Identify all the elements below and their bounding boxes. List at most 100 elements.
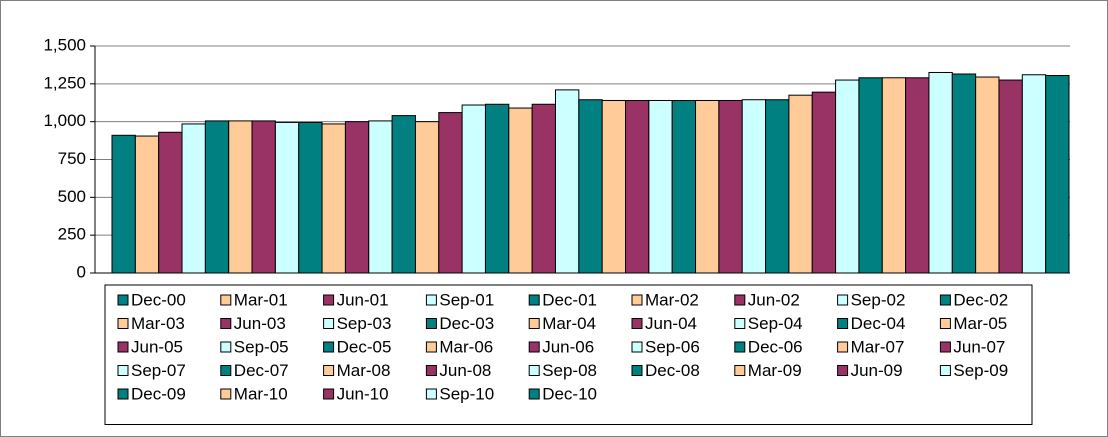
legend-swatch bbox=[837, 294, 849, 306]
legend-label: Jun-10 bbox=[337, 384, 389, 403]
legend-swatch bbox=[220, 388, 232, 400]
y-tick-label: 750 bbox=[58, 149, 86, 168]
legend-label: Mar-10 bbox=[234, 384, 288, 403]
legend-swatch bbox=[939, 365, 951, 376]
bar bbox=[951, 73, 977, 274]
legend-swatch bbox=[220, 294, 232, 306]
y-tick-label: 1,000 bbox=[43, 111, 86, 130]
legend-label: Jun-07 bbox=[953, 337, 1005, 356]
bar bbox=[788, 94, 813, 274]
bar bbox=[391, 115, 416, 274]
legend-swatch bbox=[220, 365, 232, 376]
bar bbox=[251, 120, 276, 274]
legend-label: Sep-02 bbox=[851, 290, 906, 309]
legend-label: Mar-09 bbox=[748, 361, 802, 380]
bar bbox=[344, 121, 370, 274]
legend-label: Jun-01 bbox=[337, 290, 389, 309]
legend-label: Dec-01 bbox=[542, 290, 597, 309]
legend-swatch bbox=[734, 294, 746, 306]
bar bbox=[835, 79, 860, 274]
legend-swatch bbox=[528, 318, 540, 329]
legend-swatch bbox=[117, 318, 129, 329]
legend-swatch bbox=[323, 294, 335, 306]
legend-swatch bbox=[734, 341, 746, 353]
legend-swatch bbox=[939, 294, 951, 306]
legend-label: Dec-03 bbox=[439, 314, 494, 333]
legend-label: Mar-07 bbox=[851, 337, 905, 356]
legend-label: Jun-04 bbox=[645, 314, 697, 333]
legend-swatch bbox=[631, 294, 643, 306]
legend-swatch bbox=[117, 294, 129, 306]
legend-swatch bbox=[425, 318, 437, 329]
bar bbox=[625, 99, 650, 274]
bar bbox=[111, 134, 136, 274]
legend-label: Jun-08 bbox=[439, 361, 491, 380]
bar bbox=[928, 71, 953, 274]
bar bbox=[484, 103, 510, 274]
legend-swatch bbox=[837, 341, 849, 353]
legend-label: Mar-05 bbox=[953, 314, 1007, 333]
bar bbox=[648, 99, 673, 274]
bar bbox=[274, 121, 300, 274]
legend-label: Dec-09 bbox=[131, 384, 186, 403]
bar bbox=[508, 107, 533, 274]
bar bbox=[578, 99, 603, 274]
legend-label: Dec-10 bbox=[542, 384, 597, 403]
legend-label: Jun-03 bbox=[234, 314, 286, 333]
bar bbox=[158, 131, 183, 274]
legend-swatch bbox=[220, 341, 232, 353]
legend-label: Dec-04 bbox=[851, 314, 906, 333]
bar bbox=[181, 123, 206, 274]
legend-label: Dec-00 bbox=[131, 290, 186, 309]
legend-label: Sep-05 bbox=[234, 337, 289, 356]
legend-label: Sep-07 bbox=[131, 361, 186, 380]
bar bbox=[881, 77, 907, 274]
legend-swatch bbox=[323, 341, 335, 353]
legend-swatch bbox=[323, 388, 335, 400]
legend-label: Dec-05 bbox=[337, 337, 392, 356]
legend-label: Dec-07 bbox=[234, 361, 289, 380]
legend-swatch bbox=[631, 365, 643, 376]
legend-label: Sep-10 bbox=[439, 384, 494, 403]
legend-box bbox=[104, 284, 1033, 425]
bar bbox=[741, 99, 767, 274]
bar bbox=[461, 104, 486, 274]
bar bbox=[228, 120, 253, 274]
y-tick-label: 1,500 bbox=[43, 35, 86, 54]
bar bbox=[414, 121, 440, 274]
y-tick-label: 0 bbox=[77, 262, 86, 281]
bar bbox=[695, 99, 720, 274]
legend-label: Mar-03 bbox=[131, 314, 185, 333]
legend-label: Mar-04 bbox=[542, 314, 596, 333]
bar bbox=[438, 112, 463, 274]
bar bbox=[975, 76, 1000, 274]
bar bbox=[1045, 75, 1070, 274]
legend-label: Sep-08 bbox=[542, 361, 597, 380]
legend-label: Jun-09 bbox=[851, 361, 903, 380]
bar bbox=[1021, 74, 1047, 274]
legend-swatch bbox=[837, 365, 849, 376]
legend-label: Mar-06 bbox=[439, 337, 493, 356]
bar bbox=[905, 77, 930, 274]
legend-label: Dec-02 bbox=[953, 290, 1008, 309]
legend-label: Mar-01 bbox=[234, 290, 288, 309]
bar bbox=[718, 99, 743, 274]
y-tick-label: 1,250 bbox=[43, 73, 86, 92]
y-tick-label: 250 bbox=[58, 225, 86, 244]
bar bbox=[554, 89, 580, 274]
legend-label: Dec-08 bbox=[645, 361, 700, 380]
legend-swatch bbox=[528, 388, 540, 400]
legend-swatch bbox=[425, 388, 437, 400]
legend-label: Dec-06 bbox=[748, 337, 803, 356]
legend-label: Jun-02 bbox=[748, 290, 800, 309]
legend-label: Sep-06 bbox=[645, 337, 700, 356]
legend-swatch bbox=[425, 365, 437, 376]
bar bbox=[601, 99, 627, 274]
legend-swatch bbox=[220, 318, 232, 329]
bar bbox=[134, 135, 160, 274]
legend-swatch bbox=[528, 294, 540, 306]
bar bbox=[298, 121, 323, 274]
bar bbox=[204, 120, 230, 274]
legend-label: Sep-03 bbox=[337, 314, 392, 333]
